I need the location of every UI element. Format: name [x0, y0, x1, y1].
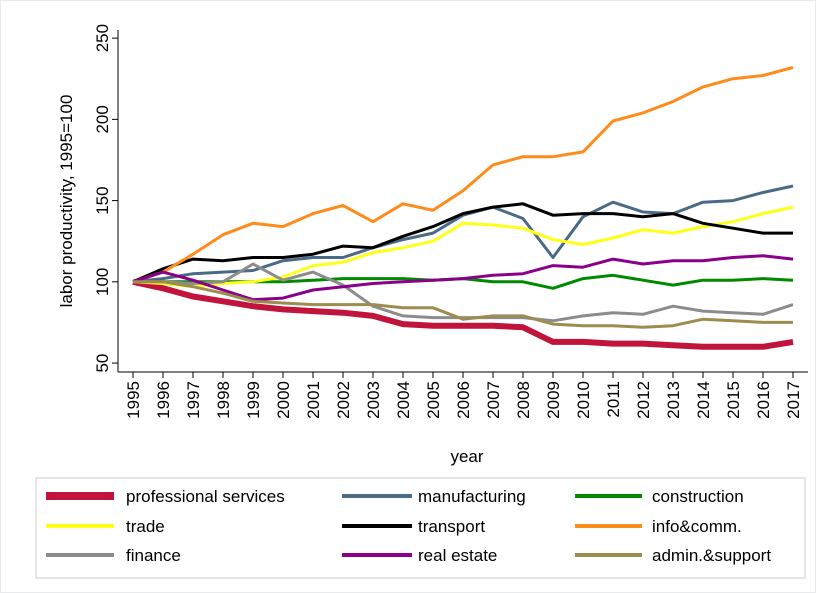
x-tick-label: 2007: [484, 381, 503, 419]
series-line: [132, 254, 794, 302]
x-tick-label: 1995: [124, 381, 143, 419]
legend-label: real estate: [418, 546, 497, 565]
x-tick-label: 1999: [244, 381, 263, 419]
x-tick-label: 2005: [424, 381, 443, 419]
x-tick-label: 2016: [754, 381, 773, 419]
x-tick-label: 2009: [544, 381, 563, 419]
legend-label: construction: [652, 487, 744, 506]
legend-label: finance: [126, 546, 181, 565]
x-tick-label: 2017: [784, 381, 803, 419]
legend-label: professional services: [126, 487, 285, 506]
x-tick-label: 2003: [364, 381, 383, 419]
legend-label: manufacturing: [418, 487, 526, 506]
y-tick-label: 200: [93, 105, 112, 133]
series-line: [133, 280, 793, 329]
x-tick-label: 2012: [634, 381, 653, 419]
x-tick-label: 2008: [514, 381, 533, 419]
legend-box: [35, 477, 806, 579]
x-tick-label: 2000: [274, 381, 293, 419]
x-tick-label: 1998: [214, 381, 233, 419]
y-tick-label: 50: [93, 354, 112, 373]
x-tick-label: 2001: [304, 381, 323, 419]
series-line: [132, 65, 794, 284]
series-line: [132, 205, 794, 289]
series-line: [132, 278, 794, 350]
legend-label: admin.&support: [652, 546, 771, 565]
x-tick-label: 2015: [724, 381, 743, 419]
y-tick-label: 250: [93, 24, 112, 52]
x-tick-label: 2006: [454, 381, 473, 419]
x-tick-label: 2004: [394, 381, 413, 419]
x-axis-label: year: [450, 447, 483, 466]
y-tick-label: 100: [93, 268, 112, 296]
series-line: [132, 202, 793, 284]
x-tick-label: 2013: [664, 381, 683, 419]
legend-label: transport: [418, 517, 485, 536]
legend-label: info&comm.: [652, 517, 742, 536]
legend-label: trade: [126, 517, 165, 536]
x-tick-label: 2002: [334, 381, 353, 419]
y-tick-label: 150: [93, 186, 112, 214]
x-tick-label: 2011: [604, 381, 623, 418]
x-tick-label: 1996: [154, 381, 173, 419]
y-axis-label: labor productivity, 1995=100: [57, 95, 76, 308]
x-tick-label: 2010: [574, 381, 593, 419]
x-tick-label: 2014: [694, 381, 713, 419]
x-tick-label: 1997: [184, 381, 203, 419]
